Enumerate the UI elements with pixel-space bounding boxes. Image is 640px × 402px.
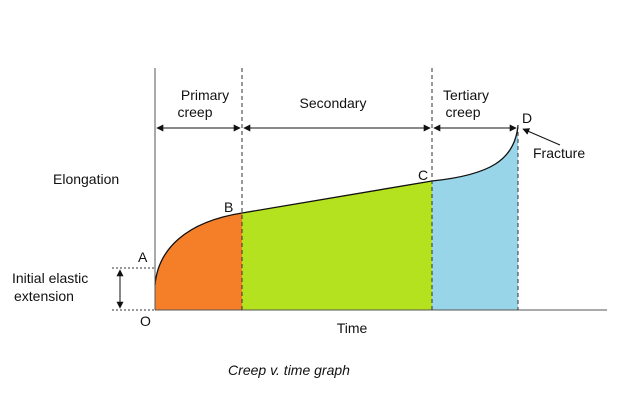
fracture-arrow — [522, 128, 561, 146]
y-axis-label: Elongation — [53, 171, 119, 187]
stage-label: creep — [177, 104, 212, 120]
stage-label: creep — [445, 104, 480, 120]
arrows — [116, 124, 561, 309]
tertiary-region — [432, 125, 518, 310]
axes — [154, 68, 607, 311]
origin-label: O — [140, 313, 151, 329]
point-label: B — [224, 199, 233, 215]
elastic-label: Initial elastic — [12, 270, 88, 286]
dividers — [112, 68, 519, 311]
fracture-label: Fracture — [533, 145, 585, 161]
stage-label: Tertiary — [443, 87, 489, 103]
point-label: C — [418, 167, 428, 183]
caption: Creep v. time graph — [228, 362, 350, 378]
point-label: D — [522, 110, 532, 126]
elastic-label: extension — [14, 288, 74, 304]
stage-label: Primary — [181, 87, 229, 103]
x-axis-label: Time — [337, 320, 368, 336]
primary-region — [155, 213, 242, 310]
secondary-region — [242, 181, 432, 310]
stage-label: Secondary — [300, 95, 367, 111]
point-label: A — [138, 249, 148, 265]
creep-curve — [154, 124, 519, 286]
regions — [155, 125, 518, 310]
